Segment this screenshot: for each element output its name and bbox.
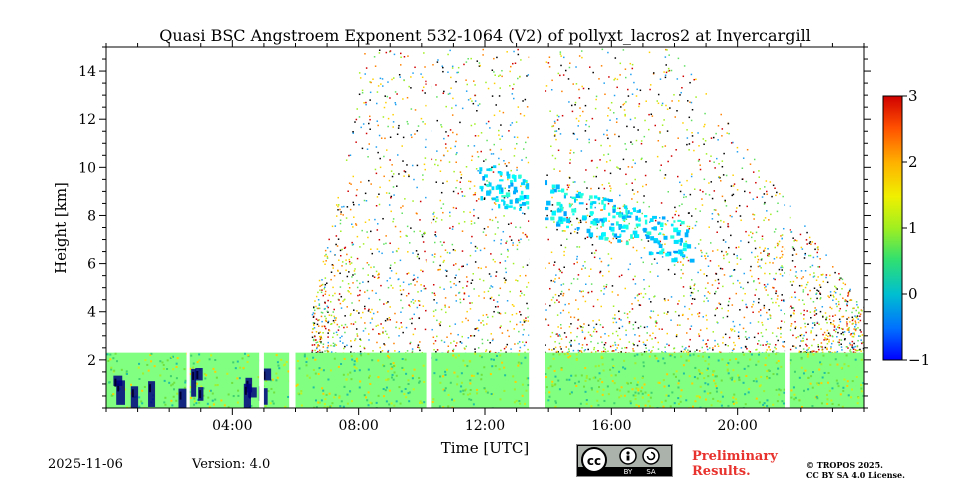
x-tick-label-2: 12:00 <box>465 418 505 434</box>
y-tick-label-5: 12 <box>78 112 96 128</box>
sa-label: SA <box>646 468 656 476</box>
x-tick-label-3: 16:00 <box>591 418 631 434</box>
colorbar: −1 0 1 2 3 <box>882 87 930 369</box>
copyright-line-1: © TROPOS 2025. <box>806 460 883 470</box>
copyright-note: © TROPOS 2025. CC BY SA 4.0 License. <box>806 460 905 480</box>
y-tick-label-4: 10 <box>78 160 96 176</box>
plot-background <box>106 47 864 408</box>
plot-area <box>106 47 864 408</box>
y-tick-label-3: 8 <box>87 208 96 224</box>
colorbar-tick-label-2: 1 <box>908 219 918 237</box>
colorbar-tick-label-4: 3 <box>908 87 918 105</box>
data-gap-1 <box>259 47 264 408</box>
data-gap-3 <box>426 47 432 408</box>
share-alike-icon <box>642 447 660 465</box>
x-axis-ticks: 04:00 08:00 12:00 16:00 20:00 <box>105 40 865 434</box>
preliminary-results-note: Preliminary Results. <box>692 449 778 479</box>
x-tick-label-1: 08:00 <box>338 418 378 434</box>
y-axis-label: Height [km] <box>52 182 70 274</box>
cc-license-badge: cc BY SA <box>576 444 673 477</box>
colorbar-gradient <box>882 95 903 361</box>
region-1 <box>113 368 272 408</box>
y-tick-label-0: 2 <box>87 353 96 369</box>
boundary-layer-fill <box>106 352 864 408</box>
data-gap-0 <box>186 47 190 408</box>
colorbar-tick-label-1: 0 <box>908 285 918 303</box>
y-tick-label-2: 6 <box>87 257 96 273</box>
data-gap-5 <box>785 47 790 408</box>
x-tick-label-0: 04:00 <box>212 418 252 434</box>
x-axis-label: Time [UTC] <box>441 439 530 457</box>
data-gap-4 <box>529 47 546 408</box>
colorbar-tick-label-0: −1 <box>908 351 930 369</box>
data-gap-2 <box>289 47 296 408</box>
cc-mark: cc <box>587 454 601 468</box>
by-label: BY <box>624 468 633 476</box>
region-0 <box>106 352 864 408</box>
y-axis-ticks: 2 4 6 8 10 12 14 <box>78 46 871 409</box>
chart-title: Quasi BSC Angstroem Exponent 532-1064 (V… <box>159 26 811 45</box>
region-2 <box>479 165 695 263</box>
preliminary-line-1: Preliminary <box>692 449 778 464</box>
colorbar-ticks: −1 0 1 2 3 <box>902 87 930 369</box>
y-tick-label-6: 14 <box>78 64 96 80</box>
colorbar-tick-label-3: 2 <box>908 153 918 171</box>
y-tick-label-1: 4 <box>87 305 96 321</box>
preliminary-line-2: Results. <box>692 464 751 479</box>
footer-date: 2025-11-06 <box>48 457 123 472</box>
cc-logo-icon: cc BY SA <box>581 447 660 476</box>
data-gap-layer <box>186 47 790 408</box>
copyright-line-2: CC BY SA 4.0 License. <box>806 470 905 480</box>
footer-version: Version: 4.0 <box>192 457 271 472</box>
x-tick-label-4: 20:00 <box>717 418 757 434</box>
